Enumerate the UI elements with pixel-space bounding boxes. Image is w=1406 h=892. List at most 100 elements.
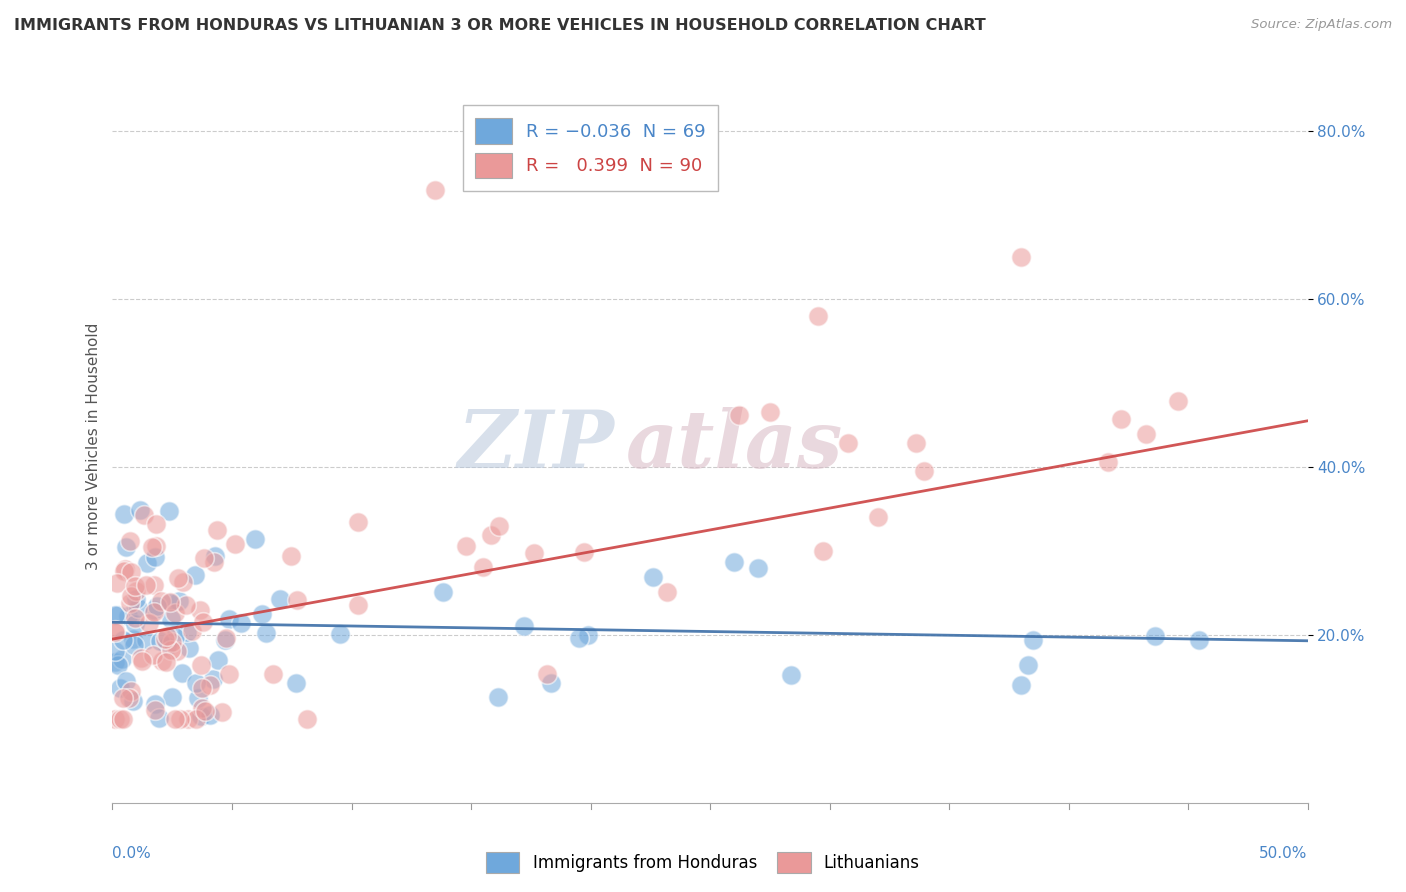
Point xyxy=(813,544,835,558)
Point xyxy=(121,683,143,698)
Point xyxy=(149,634,172,648)
Point xyxy=(347,598,370,612)
Point xyxy=(425,183,447,197)
Point xyxy=(1143,629,1166,643)
Point xyxy=(269,591,291,606)
Point xyxy=(1022,632,1045,647)
Point xyxy=(111,690,134,705)
Point xyxy=(131,654,153,668)
Point xyxy=(136,556,159,570)
Point xyxy=(125,583,148,598)
Point xyxy=(231,615,253,630)
Point xyxy=(837,435,859,450)
Point xyxy=(191,681,214,696)
Point xyxy=(488,519,510,533)
Point xyxy=(1097,455,1119,469)
Point xyxy=(190,603,212,617)
Point xyxy=(432,585,454,599)
Point xyxy=(114,673,136,688)
Point xyxy=(347,515,370,529)
Point xyxy=(172,575,194,590)
Point xyxy=(536,666,558,681)
Point xyxy=(148,711,170,725)
Point xyxy=(145,549,167,564)
Point xyxy=(540,676,562,690)
Point xyxy=(198,678,221,692)
Point xyxy=(112,632,135,647)
Point xyxy=(107,658,129,673)
Point xyxy=(169,712,191,726)
Point xyxy=(200,707,222,722)
Point xyxy=(145,599,167,613)
Point xyxy=(250,607,273,621)
Point xyxy=(284,676,307,690)
Point xyxy=(187,690,209,705)
Point xyxy=(160,634,183,648)
Point xyxy=(124,611,146,625)
Point xyxy=(280,549,302,563)
Point xyxy=(643,570,665,584)
Point xyxy=(568,631,591,645)
Point xyxy=(124,579,146,593)
Point xyxy=(215,631,238,645)
Point xyxy=(486,690,509,705)
Point xyxy=(129,503,152,517)
Point xyxy=(190,657,212,672)
Point xyxy=(471,560,494,574)
Point xyxy=(162,690,184,704)
Point xyxy=(190,700,212,714)
Point xyxy=(297,712,319,726)
Text: IMMIGRANTS FROM HONDURAS VS LITHUANIAN 3 OR MORE VEHICLES IN HOUSEHOLD CORRELATI: IMMIGRANTS FROM HONDURAS VS LITHUANIAN 3… xyxy=(14,18,986,33)
Text: atlas: atlas xyxy=(627,408,844,484)
Point xyxy=(513,618,536,632)
Point xyxy=(114,541,136,555)
Point xyxy=(135,633,157,648)
Point xyxy=(184,712,207,726)
Point xyxy=(176,625,198,640)
Point xyxy=(132,508,155,523)
Point xyxy=(124,617,146,632)
Point xyxy=(105,576,128,591)
Point xyxy=(177,641,200,656)
Point xyxy=(122,639,145,653)
Point xyxy=(912,464,935,478)
Point xyxy=(807,309,830,323)
Point xyxy=(1111,412,1133,426)
Point xyxy=(904,436,927,450)
Point xyxy=(120,589,142,603)
Point xyxy=(723,555,745,569)
Text: Source: ZipAtlas.com: Source: ZipAtlas.com xyxy=(1251,18,1392,31)
Point xyxy=(118,596,141,610)
Point xyxy=(104,625,127,640)
Point xyxy=(456,540,478,554)
Point xyxy=(142,578,165,592)
Point xyxy=(204,549,226,563)
Point xyxy=(125,592,148,607)
Point xyxy=(576,628,599,642)
Legend: R = −0.036  N = 69, R =   0.399  N = 90: R = −0.036 N = 69, R = 0.399 N = 90 xyxy=(463,105,718,191)
Point xyxy=(1135,427,1157,442)
Text: 50.0%: 50.0% xyxy=(1260,846,1308,861)
Point xyxy=(120,534,142,549)
Point xyxy=(224,537,246,551)
Point xyxy=(866,509,889,524)
Point xyxy=(104,624,127,638)
Point xyxy=(117,608,139,623)
Point xyxy=(104,712,127,726)
Point xyxy=(141,540,163,554)
Point xyxy=(143,605,166,619)
Point xyxy=(129,651,152,665)
Point xyxy=(1017,658,1039,673)
Point xyxy=(104,607,127,622)
Point xyxy=(169,594,191,608)
Point xyxy=(150,654,173,668)
Point xyxy=(159,595,181,609)
Point xyxy=(166,644,188,658)
Point xyxy=(143,703,166,717)
Point xyxy=(170,666,193,681)
Point xyxy=(747,560,769,574)
Point xyxy=(186,676,208,690)
Point xyxy=(138,615,160,630)
Point xyxy=(156,629,179,643)
Point xyxy=(160,642,183,657)
